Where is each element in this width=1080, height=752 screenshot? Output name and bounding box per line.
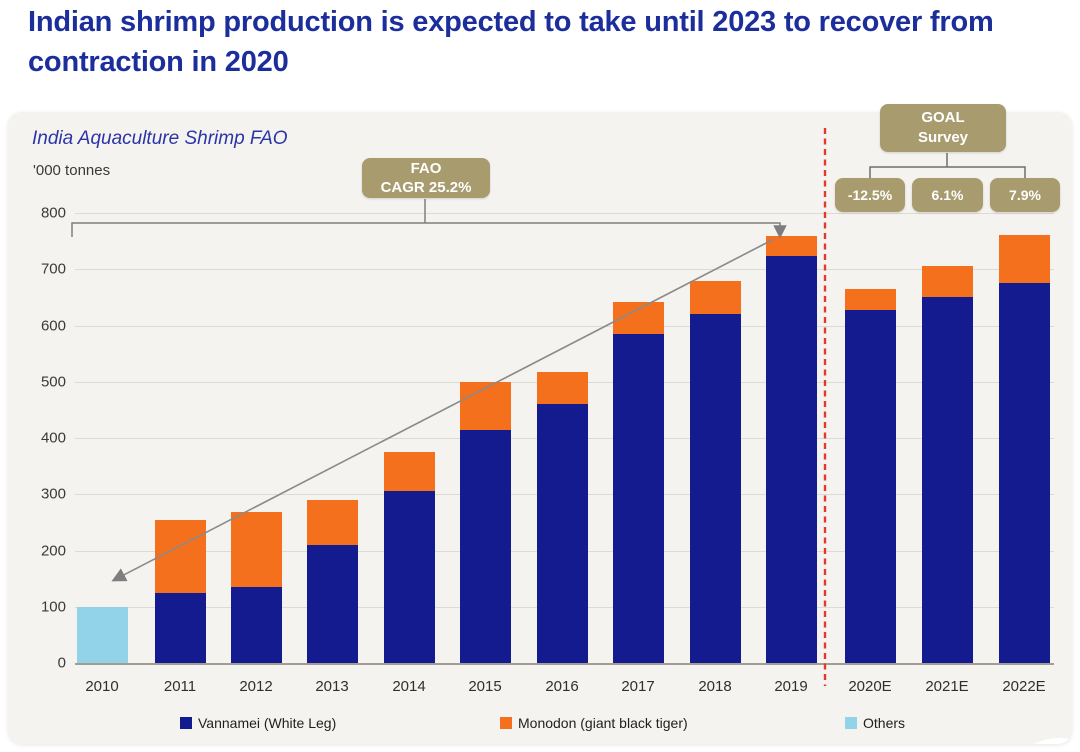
gridline-0 bbox=[75, 663, 1054, 665]
y-axis-tick-0: 0 bbox=[57, 654, 66, 672]
legend-swatch-monodon bbox=[500, 717, 512, 729]
x-axis-tick-2011: 2011 bbox=[163, 678, 197, 695]
x-axis-tick-2021E: 2021E bbox=[925, 678, 969, 695]
bar-segment-2018-vannamei bbox=[689, 314, 741, 663]
gridline-600 bbox=[75, 325, 1054, 327]
legend-label: Vannamei (White Leg) bbox=[198, 715, 337, 731]
bar-segment-2014-vannamei bbox=[383, 491, 435, 663]
bar-segment-2012-vannamei bbox=[230, 587, 282, 663]
y-axis-tick-200: 200 bbox=[40, 542, 66, 559]
chart-card: India Aquaculture Shrimp FAO '000 tonnes… bbox=[8, 104, 1072, 744]
y-axis-tick-700: 700 bbox=[40, 260, 66, 278]
goal-value-badge-2021e: 6.1% bbox=[912, 178, 983, 212]
legend-swatch-others bbox=[845, 717, 857, 729]
bar-segment-2011-vannamei bbox=[154, 592, 206, 663]
x-axis-tick-2022E: 2022E bbox=[1002, 678, 1046, 695]
bar-segment-2022E-vannamei bbox=[998, 283, 1050, 663]
bar-segment-2019-vannamei bbox=[765, 256, 817, 663]
gridline-800 bbox=[75, 213, 1054, 214]
y-axis-tick-300: 300 bbox=[40, 485, 66, 503]
bar-segment-2016-monodon bbox=[536, 371, 588, 405]
bar-segment-2015-monodon bbox=[459, 381, 511, 430]
bar-segment-2012-monodon bbox=[230, 512, 282, 588]
goal-value-badge-2022e: 7.9% bbox=[990, 178, 1060, 212]
y-axis-tick-100: 100 bbox=[40, 598, 66, 616]
bar-segment-2011-monodon bbox=[154, 519, 206, 593]
x-axis-tick-2010: 2010 bbox=[85, 678, 119, 695]
y-axis-tick-400: 400 bbox=[40, 429, 66, 447]
gridline-700 bbox=[75, 269, 1054, 271]
decorative-circle bbox=[998, 738, 1072, 744]
bar-segment-2020E-vannamei bbox=[844, 309, 896, 663]
bar-segment-2015-vannamei bbox=[459, 429, 511, 663]
fao-cagr-badge: FAO CAGR 25.2% bbox=[362, 158, 490, 198]
chart-subtitle: India Aquaculture Shrimp FAO bbox=[32, 128, 288, 149]
bar-segment-2022E-monodon bbox=[998, 234, 1050, 284]
bar-segment-2020E-monodon bbox=[844, 288, 896, 310]
x-axis-tick-2016: 2016 bbox=[545, 678, 579, 695]
x-axis-tick-2018: 2018 bbox=[698, 678, 732, 695]
y-axis-tick-500: 500 bbox=[40, 373, 66, 391]
goal-survey-badge: GOAL Survey bbox=[880, 104, 1006, 152]
x-axis-tick-2020E: 2020E bbox=[848, 678, 892, 695]
legend-label: Monodon (giant black tiger) bbox=[518, 715, 688, 731]
card-background bbox=[8, 112, 1072, 744]
bar-segment-2013-monodon bbox=[306, 499, 358, 545]
legend-item-monodon: Monodon (giant black tiger) bbox=[500, 715, 688, 731]
x-axis-tick-2019: 2019 bbox=[774, 678, 808, 695]
bar-segment-2017-monodon bbox=[612, 301, 664, 334]
bar-segment-2021E-vannamei bbox=[921, 297, 973, 663]
bar-segment-2013-vannamei bbox=[306, 544, 358, 663]
legend-item-vannamei: Vannamei (White Leg) bbox=[180, 715, 337, 731]
goal-badge-line2: Survey bbox=[917, 129, 969, 146]
goal-value-badge-2020e: -12.5% bbox=[835, 178, 905, 212]
bar-segment-2019-monodon bbox=[765, 235, 817, 257]
x-axis-tick-2013: 2013 bbox=[315, 678, 349, 695]
x-axis-tick-2014: 2014 bbox=[392, 678, 426, 695]
legend-label: Others bbox=[863, 715, 906, 731]
legend-item-others: Others bbox=[845, 715, 906, 731]
bar-segment-2017-vannamei bbox=[612, 333, 664, 663]
y-axis-tick-800: 800 bbox=[40, 204, 66, 222]
x-axis-tick-2017: 2017 bbox=[621, 678, 655, 695]
x-axis-tick-2012: 2012 bbox=[239, 678, 273, 695]
bar-segment-2018-monodon bbox=[689, 280, 741, 315]
bar-segment-2016-vannamei bbox=[536, 404, 588, 663]
page-title: Indian shrimp production is expected to … bbox=[28, 6, 994, 79]
fao-badge-line2: CAGR 25.2% bbox=[380, 179, 472, 196]
goal-badge-line1: GOAL bbox=[921, 108, 965, 126]
y-axis-units-label: '000 tonnes bbox=[33, 162, 111, 179]
bar-segment-2010-others bbox=[76, 606, 128, 663]
fao-badge-line1: FAO bbox=[410, 159, 442, 177]
legend-swatch-vannamei bbox=[180, 717, 192, 729]
x-axis-tick-2015: 2015 bbox=[468, 678, 502, 695]
bar-segment-2014-monodon bbox=[383, 452, 435, 492]
bar-segment-2021E-monodon bbox=[921, 266, 973, 298]
y-axis-tick-600: 600 bbox=[40, 317, 66, 334]
